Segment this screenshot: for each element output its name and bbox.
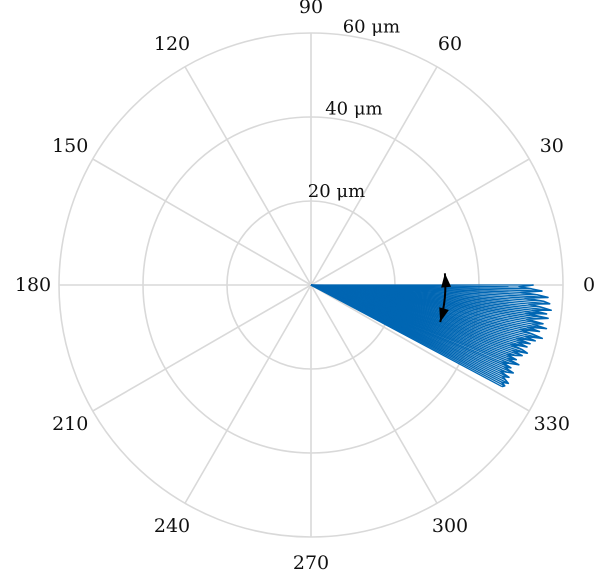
grid-spoke-240 xyxy=(184,284,312,504)
data-series xyxy=(310,284,552,388)
axis-labels: 0 30 60 90 120 150 180 210 240 270 300 330 20 μm 40 μ… xyxy=(15,0,595,574)
radial-label-40: 40 μm xyxy=(325,99,382,120)
polar-grid xyxy=(58,32,564,538)
theta-tick-label-90: 90 xyxy=(299,0,323,18)
grid-spoke-120 xyxy=(184,66,312,286)
arrow-head-start xyxy=(441,273,452,288)
rotation-arrow xyxy=(439,273,452,323)
grid-spoke-60 xyxy=(310,66,438,286)
theta-tick-label-270: 270 xyxy=(293,552,329,574)
theta-tick-label-240: 240 xyxy=(154,515,190,537)
series-outline xyxy=(499,284,552,388)
grid-spoke-330 xyxy=(310,284,530,412)
grid-spoke-210 xyxy=(92,284,312,412)
theta-tick-label-0: 0 xyxy=(583,274,595,296)
theta-tick-label-300: 300 xyxy=(432,515,468,537)
theta-tick-label-120: 120 xyxy=(154,33,190,55)
theta-tick-label-60: 60 xyxy=(438,33,462,55)
grid-spoke-150 xyxy=(92,158,312,286)
radial-label-60: 60 μm xyxy=(343,17,400,38)
radial-label-20: 20 μm xyxy=(308,181,365,202)
grid-spoke-300 xyxy=(310,284,438,504)
theta-tick-label-180: 180 xyxy=(15,274,51,296)
theta-tick-label-150: 150 xyxy=(52,135,88,157)
theta-tick-label-330: 330 xyxy=(534,413,570,435)
series-ray xyxy=(310,284,503,388)
arrow-head-end xyxy=(439,307,449,323)
theta-tick-label-30: 30 xyxy=(540,135,564,157)
theta-tick-label-210: 210 xyxy=(52,413,88,435)
grid-spoke-30 xyxy=(310,158,530,286)
